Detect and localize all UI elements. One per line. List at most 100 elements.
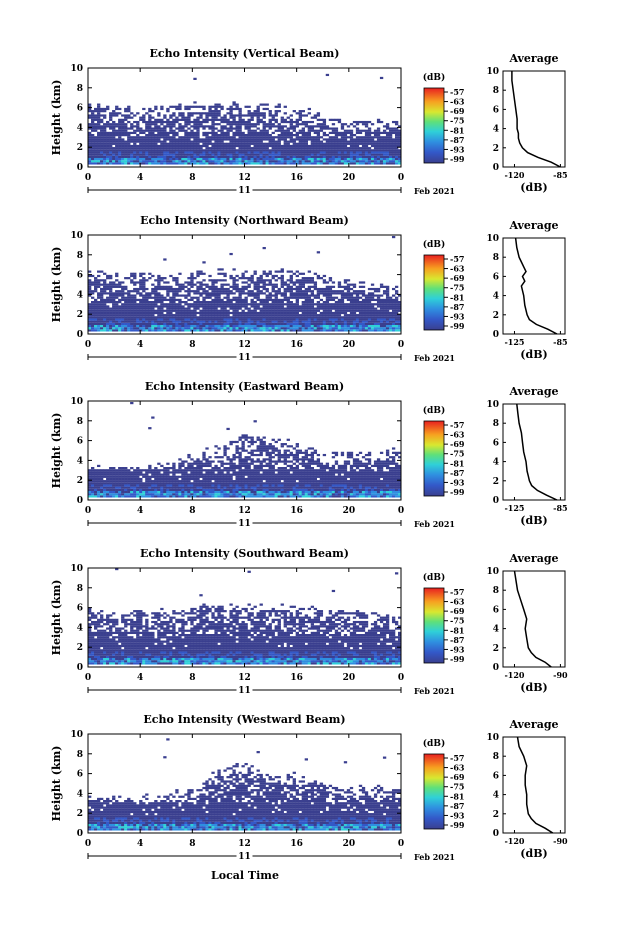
x-tick-label: 4 [137,839,143,849]
profile-line [513,570,552,668]
profile-x-label: (dB) [520,681,547,694]
x-tick-label: 16 [290,340,303,350]
profile-x-label: (dB) [520,348,547,361]
date-label: 11 [238,852,251,862]
x-tick-label: 20 [343,673,356,683]
x-tick-label: 16 [290,173,303,183]
y-tick-label: 10 [70,231,83,241]
y-tick-label: 4 [77,789,83,799]
profile-y-tick-label: 4 [493,625,499,635]
profile-y-tick-label: 2 [493,311,499,321]
colorbar-tick-label: -75 [450,283,464,293]
colorbar-unit: (dB) [423,239,445,250]
panel-title: Echo Intensity (Eastward Beam) [145,380,344,393]
colorbar-tick-label: -93 [450,810,465,820]
y-tick-label: 6 [77,770,83,780]
colorbar-tick-label: -57 [450,254,464,264]
x-tick-label: 8 [189,839,195,849]
colorbar-tick-label: -75 [450,116,464,126]
heatmap [88,567,402,665]
x-tick-label: 8 [189,340,195,350]
profile-y-tick-label: 0 [493,663,499,673]
colorbar-tick-label: -81 [450,791,464,801]
profile-frame [502,403,566,501]
colorbar-tick-label: -93 [450,644,465,654]
y-axis-label: Height (km) [50,80,63,156]
profile-x-tick-label: -125 [504,503,524,513]
x-tick-label: 16 [290,839,303,849]
profile-title: Average [508,219,558,232]
colorbar-unit: (dB) [423,572,445,583]
panel-3: Echo Intensity (Southward Beam) 0 2 4 6 8 10 He… [50,547,568,696]
colorbar-tick-label: -63 [450,264,465,274]
profile-x-tick-label: -85 [553,170,567,180]
colorbar-tick-label: -87 [450,302,464,312]
profile-title: Average [508,718,558,731]
x-tick-label: 4 [137,506,143,516]
colorbar-tick-label: -57 [450,87,464,97]
x-axis-label: Local Time [211,869,279,882]
colorbar-tick-label: -57 [450,753,464,763]
y-axis-label: Height (km) [50,247,63,323]
profile-y-tick-label: 2 [493,644,499,654]
profile-y-tick-label: 0 [493,496,499,506]
x-tick-label: 20 [343,506,356,516]
y-tick-label: 4 [77,623,83,633]
heatmap [88,738,402,831]
profile-y-tick-label: 2 [493,144,499,154]
x-tick-label: 0 [398,506,404,516]
x-tick-label: 0 [85,173,91,183]
colorbar-tick-label: -75 [450,616,464,626]
profile-y-tick-label: 10 [486,733,499,743]
colorbar [423,587,445,664]
profile-title: Average [508,385,558,398]
x-tick-label: 0 [398,673,404,683]
profile-y-tick-label: 0 [493,829,499,839]
colorbar-tick-label: -69 [450,606,465,616]
x-tick-label: 12 [238,673,251,683]
colorbar-tick-label: -99 [450,154,465,164]
panel-title: Echo Intensity (Northward Beam) [140,214,349,227]
profile-x-label: (dB) [520,514,547,527]
profile-y-tick-label: 8 [493,253,499,263]
profile-x-tick-label: -125 [504,337,524,347]
x-tick-label: 4 [137,673,143,683]
heatmap [88,401,402,498]
colorbar-unit: (dB) [423,72,445,83]
profile-y-tick-label: 4 [493,458,499,468]
panel-title: Echo Intensity (Vertical Beam) [149,47,339,60]
x-tick-label: 12 [238,839,251,849]
colorbar-tick-label: -81 [450,125,464,135]
profile-y-tick-label: 6 [493,771,499,781]
profile-y-tick-label: 8 [493,86,499,96]
profile-x-tick-label: -120 [504,170,524,180]
colorbar-tick-label: -93 [450,477,465,487]
profile-y-tick-label: 6 [493,605,499,615]
y-tick-label: 8 [77,84,83,94]
profile-frame [502,570,566,668]
colorbar-tick-label: -69 [450,439,465,449]
colorbar-tick-label: -87 [450,801,464,811]
profile-y-tick-label: 10 [486,567,499,577]
y-axis-label: Height (km) [50,580,63,656]
profile-x-tick-label: -90 [553,670,568,680]
x-tick-label: 8 [189,173,195,183]
month-year-label: Feb 2021 [414,519,455,529]
x-tick-label: 4 [137,340,143,350]
colorbar-tick-label: -57 [450,420,464,430]
profile-frame [502,736,566,834]
colorbar [423,254,445,331]
x-tick-label: 4 [137,173,143,183]
month-year-label: Feb 2021 [414,186,455,196]
x-tick-label: 20 [343,340,356,350]
y-tick-label: 8 [77,584,83,594]
y-tick-label: 2 [77,809,83,819]
colorbar-tick-label: -69 [450,106,465,116]
colorbar-tick-label: -87 [450,135,464,145]
date-label: 11 [238,519,251,529]
y-tick-label: 10 [70,730,83,740]
colorbar [423,87,445,164]
profile-y-tick-label: 8 [493,419,499,429]
colorbar-tick-label: -81 [450,292,464,302]
